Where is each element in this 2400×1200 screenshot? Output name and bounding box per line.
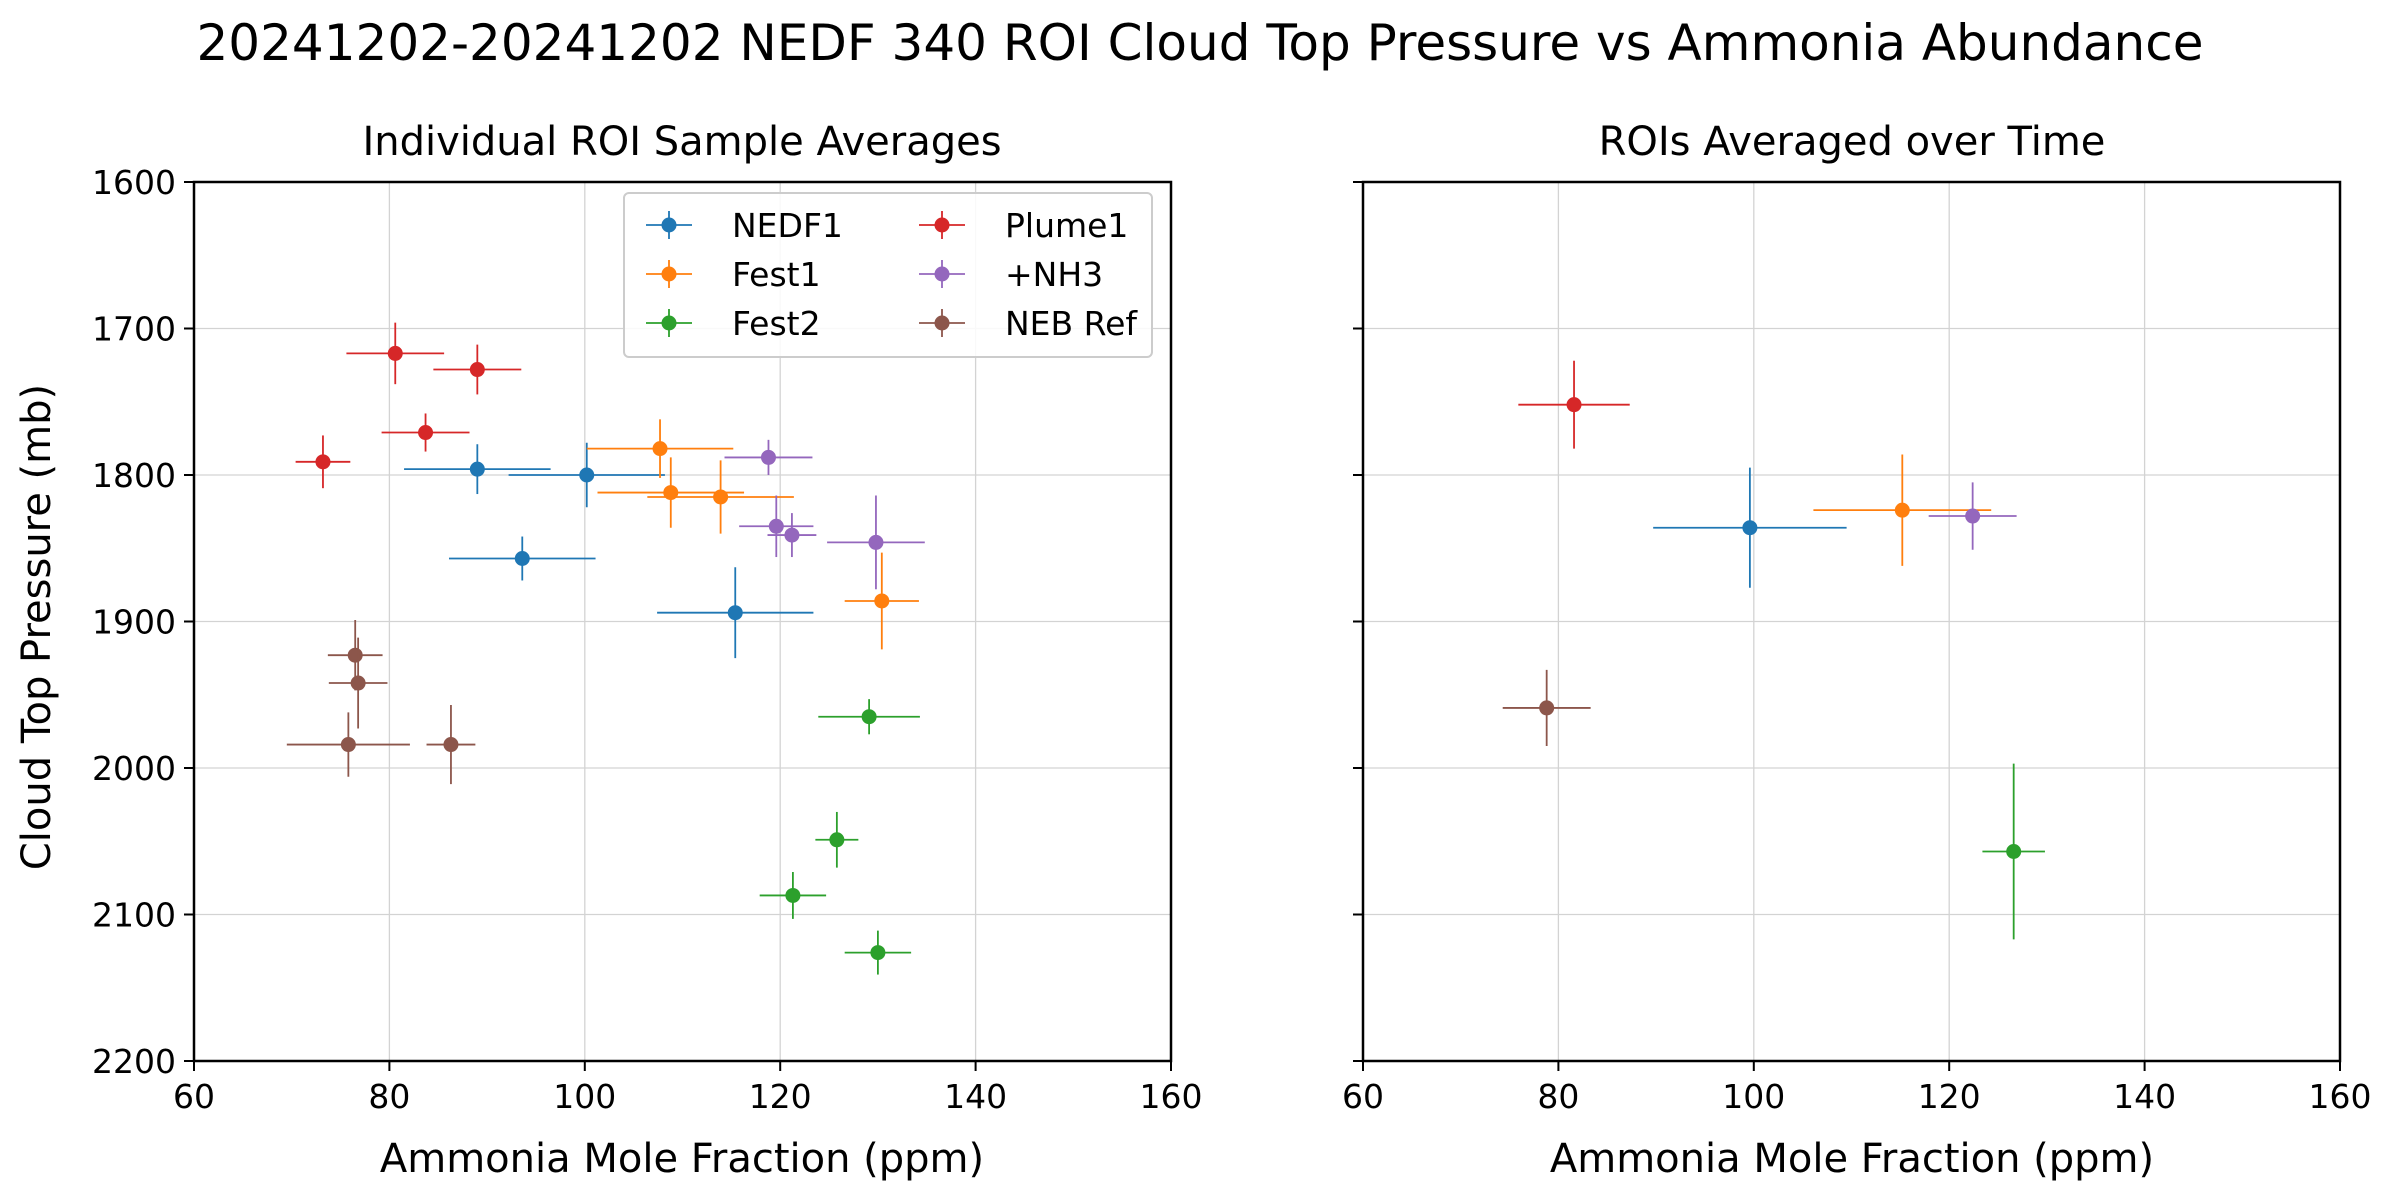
right-series-series [1653,467,1847,588]
left-series-fest1 [586,419,919,650]
right-grid [1362,181,2341,1062]
legend-marker [934,217,950,233]
legend-entry: Fest1 [646,255,821,294]
data-point [340,737,356,753]
left-plot-data [286,322,925,975]
legend-entry: NEDF1 [646,206,843,245]
left-y-tick-label: 2200 [92,1042,176,1081]
left-plot-frame [192,180,1173,1063]
right-series-series [1502,669,1591,747]
data-point [785,887,801,903]
data-point [870,945,886,961]
right-x-tick-label: 140 [2113,1077,2176,1116]
data-point [2006,844,2022,860]
left-y-tick-label: 1700 [92,310,176,349]
data-point [727,605,743,621]
left-series--nh3 [724,439,925,590]
right-x-tick-label: 160 [2309,1077,2372,1116]
legend-entry: Plume1 [919,206,1128,245]
left-y-tick-label: 1900 [92,603,176,642]
right-axis-ticks: 60 80 100 120 140 160 [1342,181,2372,1116]
left-series-fest2 [759,699,920,975]
legend-marker [661,315,677,331]
left-series-neb-ref [286,620,476,785]
left-panel: Individual ROI Sample Averages Ammonia M… [14,119,1203,1182]
left-series-nedf1 [404,442,814,659]
left-x-tick-label: 80 [368,1077,410,1116]
legend-box [623,192,1153,358]
data-point [829,832,845,848]
data-point [1965,508,1981,524]
data-point [1539,700,1555,716]
data-point [652,441,668,457]
right-x-tick-label: 120 [1918,1077,1981,1116]
legend-label: NEB Ref [1005,304,1138,343]
legend-marker [934,315,950,331]
legend-label: Fest1 [732,255,821,294]
left-x-tick-label: 140 [944,1077,1007,1116]
right-x-axis-label: Ammonia Mole Fraction (ppm) [1550,1136,2154,1182]
legend: NEDF1 Fest1 Fest2 Plume1 +NH3 NEB Ref [623,192,1153,358]
legend-entry: NEB Ref [919,304,1138,343]
data-point [1566,397,1582,413]
data-point [514,551,530,567]
right-x-tick-label: 100 [1722,1077,1785,1116]
left-x-axis-label: Ammonia Mole Fraction (ppm) [380,1136,984,1182]
left-y-tick-label: 1800 [92,456,176,495]
data-point [784,527,800,543]
legend-entry: +NH3 [919,255,1103,294]
data-point [1894,502,1910,518]
legend-entry: Fest2 [646,304,821,343]
left-y-tick-label: 2100 [92,896,176,935]
data-point [418,425,434,441]
legend-label: +NH3 [1005,255,1103,294]
legend-label: Fest2 [732,304,821,343]
left-x-tick-label: 160 [1140,1077,1203,1116]
right-panel-title: ROIs Averaged over Time [1599,119,2106,165]
left-x-tick-label: 100 [553,1077,616,1116]
left-x-tick-label: 120 [749,1077,812,1116]
data-point [874,593,890,609]
data-point [579,467,595,483]
right-series-series [1518,360,1630,449]
right-panel: ROIs Averaged over Time Ammonia Mole Fra… [1342,119,2372,1182]
legend-marker [661,217,677,233]
data-point [469,461,485,477]
right-series-series [1813,454,1992,566]
data-point [760,449,776,465]
legend-marker [934,266,950,282]
right-series-series [1982,763,2045,940]
left-axis-ticks: 60 80 100 120 140 160 1600 1700 1800 1900 2000 2100… [92,163,1202,1116]
legend-marker [661,266,677,282]
left-y-tick-label: 1600 [92,163,176,202]
data-point [861,709,877,725]
left-panel-title: Individual ROI Sample Averages [362,119,1001,165]
data-point [443,737,459,753]
data-point [868,534,884,550]
right-x-tick-label: 80 [1537,1077,1579,1116]
data-point [315,454,331,470]
data-point [713,489,729,505]
left-x-tick-label: 60 [173,1077,215,1116]
left-series-plume1 [295,322,522,489]
data-point [387,345,403,361]
data-point [347,647,363,663]
left-y-axis-label: Cloud Top Pressure (mb) [14,384,60,870]
legend-label: NEDF1 [732,206,843,245]
right-plot-data [1502,360,2045,940]
data-point [1742,520,1758,536]
right-series-series [1928,482,2017,550]
figure-title: 20241202-20241202 NEDF 340 ROI Cloud Top… [196,14,2203,72]
left-y-tick-label: 2000 [92,749,176,788]
data-point [350,675,366,691]
right-x-tick-label: 60 [1342,1077,1384,1116]
legend-label: Plume1 [1005,206,1128,245]
right-plot-frame [1361,180,2342,1063]
data-point [768,518,784,534]
data-point [469,362,485,378]
